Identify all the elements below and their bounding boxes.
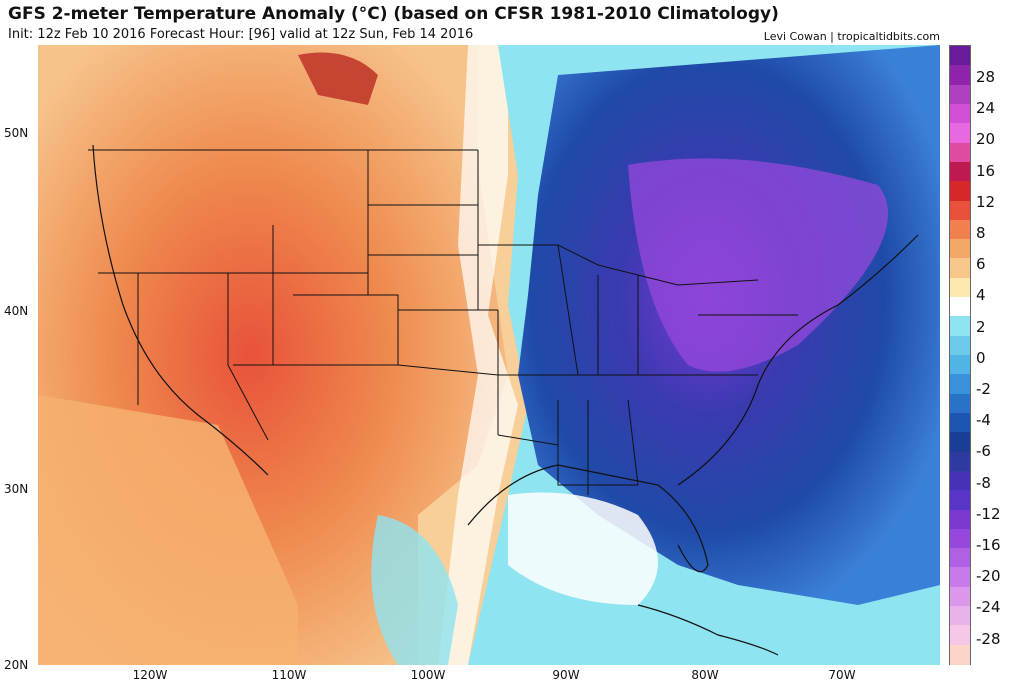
colorbar-cell [950,451,970,472]
colorbar-label: 16 [976,161,996,180]
colorbar-label: -16 [976,536,1001,554]
latitude-label: 50N [4,126,29,140]
colorbar-cell [950,470,970,491]
latitude-label: 40N [4,304,29,318]
colorbar-cell [950,297,970,317]
colorbar-cell [950,46,970,66]
latitude-label: 30N [4,482,29,496]
gulf-neutral-region [508,492,658,605]
colorbar-label: 4 [976,286,986,305]
colorbar-cell [950,258,970,279]
longitude-label: 80W [691,668,719,682]
colorbar-cell [950,123,970,144]
colorbar-cell [950,84,970,105]
colorbar-label: 24 [976,99,996,118]
colorbar-cell [950,103,970,124]
colorbar-cell [950,567,970,588]
colorbar-cell [950,528,970,549]
colorbar-cell [950,548,970,569]
colorbar-cell [950,374,970,395]
colorbar-cell [950,200,970,221]
colorbar-label: 2 [976,317,986,336]
longitude-label: 120W [132,668,168,682]
colorbar-label: -8 [976,473,991,492]
longitude-label: 90W [552,668,580,682]
longitude-label: 100W [410,668,446,682]
colorbar-label: 28 [976,68,996,86]
colorbar-label: -6 [976,442,991,461]
coastlines [92,144,919,656]
extreme-cold-core [628,158,888,372]
colorbar-cell [950,355,970,375]
neutral-transition [438,45,518,665]
credit-text: Levi Cowan | tropicaltidbits.com [763,30,940,43]
colorbar-cell [950,277,970,298]
colorbar-label: -24 [976,598,1001,617]
colorbar-cell [950,586,970,607]
colorbar-cell [950,412,970,433]
colorbar-cell [950,161,970,182]
chart-subtitle: Init: 12z Feb 10 2016 Forecast Hour: [96… [8,27,474,42]
longitude-label: 110W [271,668,307,682]
colorbar-cell [950,316,970,337]
colorbar-label: -4 [976,411,991,430]
colorbar-cell [950,142,970,163]
colorbar-label: -20 [976,567,1001,586]
longitude-label: 70W [828,668,856,682]
temperature-anomaly-map [38,45,940,665]
colorbar-cell [950,65,970,86]
colorbar-label: 12 [976,192,996,211]
colorbar-cell [950,644,970,665]
colorbar-label: -2 [976,380,991,398]
mexico-cool-region [371,515,458,665]
colorbar-label: 0 [976,348,986,367]
colorbar-cell [950,490,970,511]
colorbar-cell [950,181,970,202]
state-boundaries [88,149,798,495]
pacific-warm-region [38,395,298,665]
colorbar-cell [950,335,970,356]
chart-title: GFS 2-meter Temperature Anomaly (°C) (ba… [8,4,779,24]
colorbar-label: -28 [976,629,1001,648]
strong-warm-region [298,52,378,105]
latitude-label: 20N [4,658,29,672]
colorbar-label: 8 [976,224,986,242]
colorbar-cell [950,432,970,453]
colorbar-cell [950,239,970,260]
colorbar-cell [950,509,970,530]
colorbar-cell [950,625,970,646]
colorbar-cell [950,606,970,626]
colorbar [949,45,971,665]
colorbar-label: 6 [976,255,986,274]
colorbar-cell [950,219,970,240]
colorbar-label: 20 [976,130,996,149]
colorbar-label: -12 [976,504,1001,523]
colorbar-cell [950,393,970,414]
